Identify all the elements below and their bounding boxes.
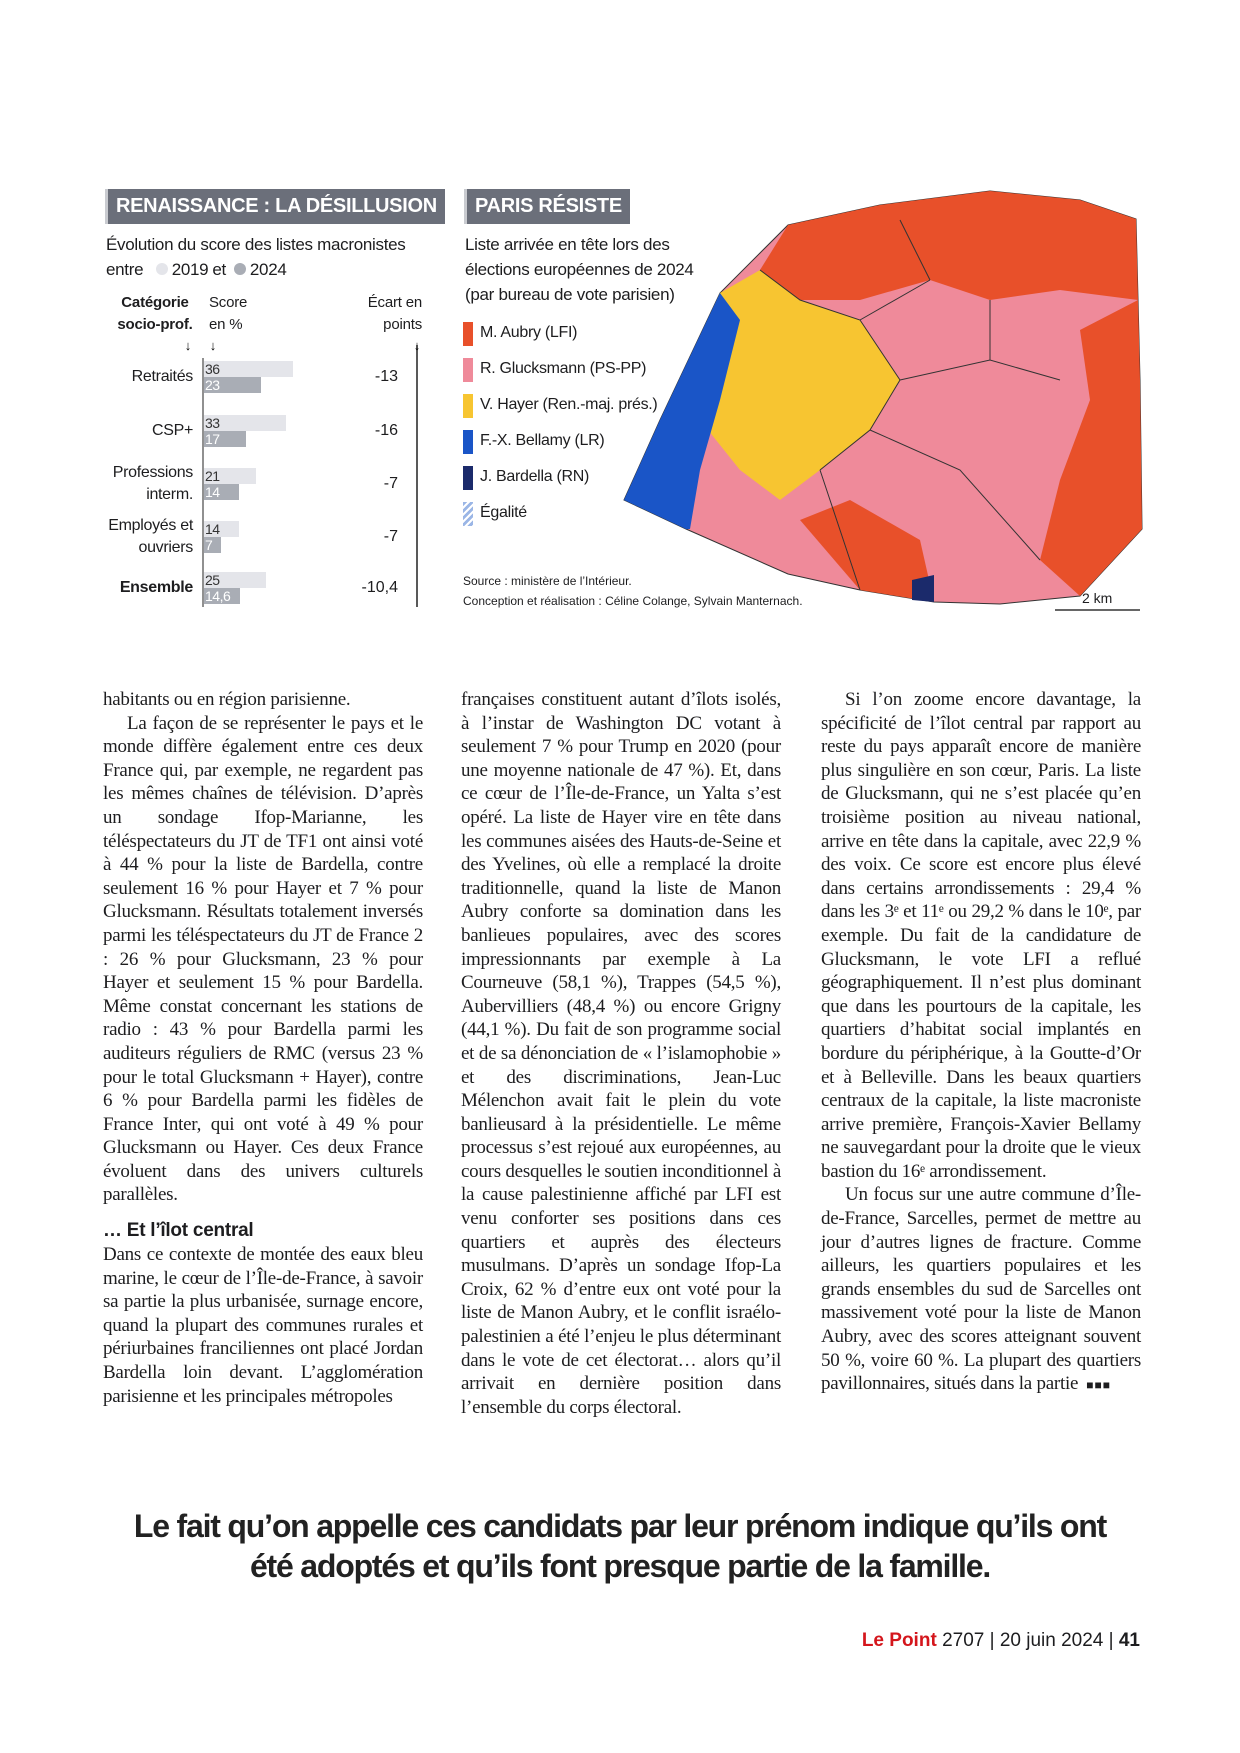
map-center [690,270,900,500]
arrow: ↓ [185,338,192,353]
map-legend-swatch [463,430,473,454]
bar [204,484,239,500]
legend-swatch [155,263,168,275]
bar [204,588,241,604]
bar [204,572,266,588]
bar-label: 17 [205,431,220,447]
bar [204,431,247,447]
map-legend-label: J. Bardella (RN) [480,468,590,485]
end-mark: ■■■ [1086,1378,1111,1393]
brand: Le Point [861,1630,937,1651]
bar [204,377,262,393]
map-legend-swatch [463,322,473,346]
map-legend-swatch [463,394,473,418]
map-source: Source : ministère de l’Intérieur. [463,574,632,588]
map-legend-swatch [463,466,473,490]
bar-label: 25 [205,572,220,588]
map-east [1040,300,1142,596]
category-header: Catégorie socio-prof. [117,294,193,333]
paragraph: Dans ce contexte de montée des eaux bleu… [103,1244,423,1407]
category-label: Ensemble [119,579,193,596]
map-west [624,293,740,529]
subheading: … Et l’îlot central [103,1220,254,1242]
article-column: Si l’on zoome encore davantage, la spéci… [821,688,1141,1398]
page-number: 41 [1118,1630,1140,1651]
paragraph: habitants ou en région parisienne. [103,689,351,710]
gap-label: -10,4 [361,579,398,596]
legend-label: 2024 [249,260,287,279]
footer: Le Point 2707 | 20 juin 2024 | 41 [862,1630,1140,1652]
legend-label: 2019 [171,260,209,279]
legend-intro: entre [106,260,144,279]
gap-label: -7 [383,475,398,492]
map-legend-swatch [463,502,473,526]
legend: entre 2019 et 2024 [106,257,287,282]
map-legend-label: Égalité [480,504,527,521]
map-bellamy [912,575,934,602]
chart-title: RENAISSANCE : LA DÉSILLUSION [105,189,445,224]
map-scale: 2 km [1082,590,1113,606]
pull-quote: Le fait qu’on appelle ces candidats par … [133,1508,1107,1584]
bar-label: 14 [205,521,220,537]
category-label: Retraités [131,368,194,385]
bar-label: 23 [205,377,220,393]
bar-label: 33 [205,415,220,431]
category-label: Professions interm. [112,464,194,503]
article-column: françaises constituent autant d’îlots is… [461,688,781,1419]
paragraph: Si l’on zoome encore davantage, la spéci… [821,689,1141,1182]
map-legend-label: V. Hayer (Ren.-maj. prés.) [480,396,658,413]
bar [204,361,294,377]
bar [204,468,257,484]
paris-map [623,190,1143,611]
bar-label: 36 [205,361,220,377]
map-credits: Conception et réalisation : Céline Colan… [463,594,803,608]
chart-subtitle: Évolution du score des listes macroniste… [106,235,406,254]
map-legend-label: R. Glucksmann (PS-PP) [480,360,647,377]
paragraph: Un focus sur une autre commune d’Île-de-… [821,1184,1141,1395]
value-header: Score en % [209,294,248,333]
bar-label: 7 [205,537,213,553]
map-south [800,500,934,602]
gap-label: -13 [374,368,398,385]
map-borders [759,219,1061,591]
bar-label: 21 [205,468,220,484]
paragraph: La façon de se représenter le pays et le… [103,712,423,1206]
legend-joiner: et [212,260,226,279]
map-north [760,191,1138,300]
gap-label: -7 [383,528,398,545]
gap-label: -16 [374,422,398,439]
bar [204,415,286,431]
article-column: habitants ou en région parisienne. La faç… [103,688,423,1408]
map-subtitle: Liste arrivée en tête lors des élections… [465,235,694,304]
map-legend-label: F.-X. Bellamy (LR) [480,432,605,449]
category-label: CSP+ [151,422,193,439]
bar-label: 14 [205,484,220,500]
map-legend-label: M. Aubry (LFI) [480,324,578,341]
category-label: Employés et ouvriers [108,517,193,556]
bar-label: 14,6 [205,588,231,604]
map-title: PARIS RÉSISTE [464,189,630,224]
bar [204,521,239,537]
issue: 2707 | 20 juin 2024 | [942,1630,1114,1651]
arrow: ↓ [414,338,421,353]
bar [204,537,222,553]
legend-swatch [233,263,246,275]
arrow: ↓ [210,338,217,353]
paragraph: françaises constituent autant d’îlots is… [461,689,781,1418]
gap-header: Écart en points [367,294,422,333]
map-legend-swatch [463,358,473,382]
